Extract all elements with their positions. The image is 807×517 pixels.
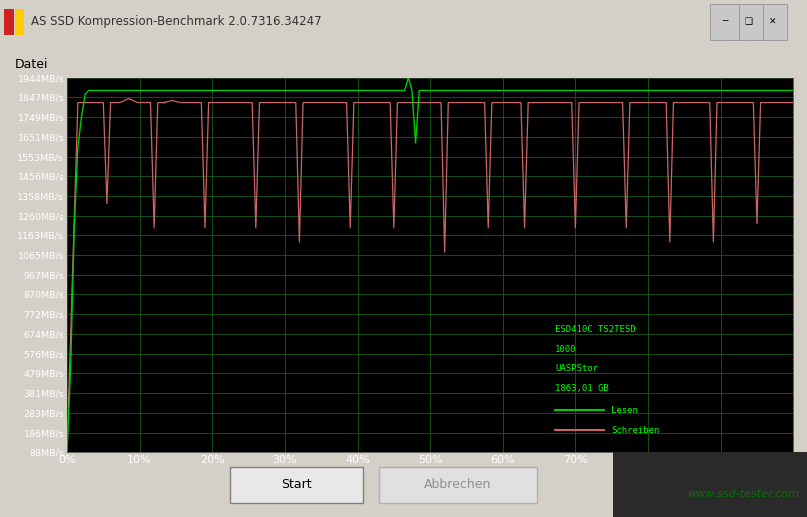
Text: ✕: ✕ [768,18,776,26]
Bar [4,9,14,35]
Text: Datei: Datei [15,57,48,71]
Bar [710,4,739,40]
Text: ❑: ❑ [745,18,753,26]
Bar [734,4,763,40]
Text: Start: Start [282,478,312,491]
Bar [613,452,807,517]
FancyBboxPatch shape [230,466,363,503]
Bar [15,9,24,35]
Text: Abbrechen: Abbrechen [424,478,491,491]
Bar [758,4,787,40]
Text: AS SSD Kompression-Benchmark 2.0.7316.34247: AS SSD Kompression-Benchmark 2.0.7316.34… [31,16,321,28]
FancyBboxPatch shape [379,466,537,503]
Text: www.ssd-tester.com: www.ssd-tester.com [687,490,799,499]
Text: ─: ─ [722,18,727,26]
